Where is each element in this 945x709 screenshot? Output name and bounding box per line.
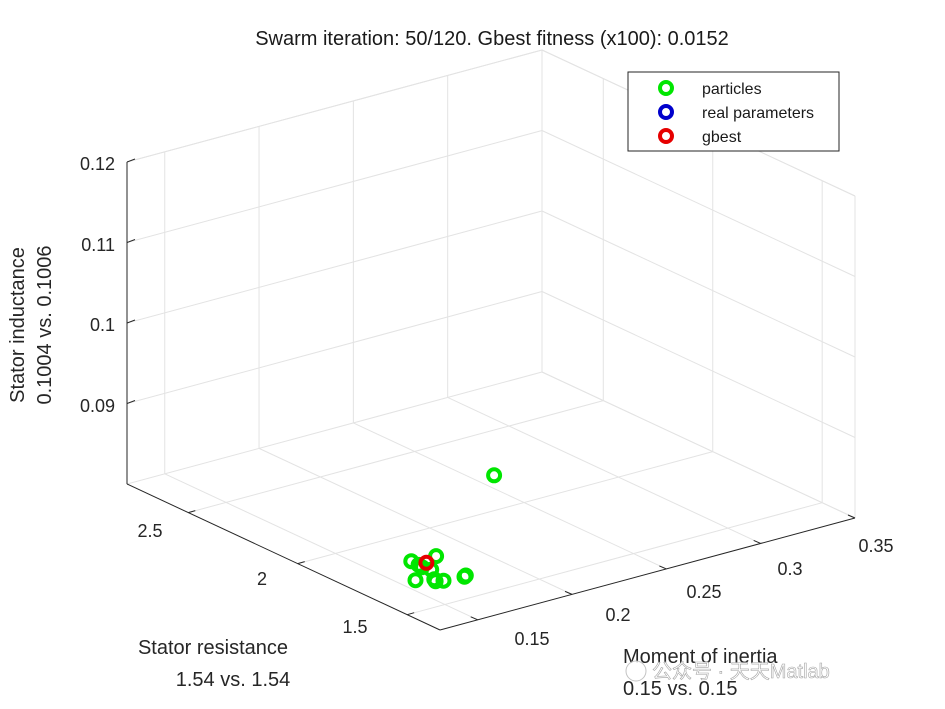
wechat-icon (625, 660, 647, 682)
z-tick-label: 0.09 (80, 396, 115, 416)
z-tick-label: 0.1 (90, 315, 115, 335)
z-tick-labels: 0.09 0.1 0.11 0.12 (80, 154, 115, 416)
y-tick-label: 2.5 (137, 521, 162, 541)
x-tick-label: 0.3 (777, 559, 802, 579)
legend: particles real parameters gbest (627, 71, 840, 152)
grid-y-floor-line (297, 451, 713, 565)
grid-x-floor-line (258, 447, 573, 595)
y-tick-mark (188, 510, 196, 514)
z-axis-label-line1: Stator inductance (7, 247, 29, 403)
x-tick-label: 0.15 (514, 629, 549, 649)
back-grid (126, 49, 856, 621)
particles-marker (427, 573, 444, 590)
x-tick-mark (659, 565, 667, 570)
grid-z-line (126, 130, 543, 243)
x-tick-label: 0.2 (605, 605, 630, 625)
chart-title: Swarm iteration: 50/120. Gbest fitness (… (255, 28, 729, 50)
legend-label-real-parameters: real parameters (702, 105, 814, 122)
grid-x-floor-line (447, 397, 761, 544)
y-axis-label-line2: 1.54 vs. 1.54 (176, 669, 291, 691)
x-tick-mark (753, 539, 761, 544)
gbest-marker (418, 554, 435, 571)
y-tick-mark (297, 561, 305, 565)
x-tick-label: 0.25 (686, 582, 721, 602)
z-tick-mark (126, 158, 136, 163)
legend-marker-particles (658, 80, 674, 96)
particles-marker (435, 572, 452, 589)
z-tick-mark (126, 239, 136, 243)
grid-floor-edge (126, 371, 543, 485)
x-axis-line (439, 517, 856, 631)
grid-z-line (126, 49, 543, 163)
legend-marker-gbest (658, 128, 674, 144)
watermark-text: 公众号 · 天天Matlab (652, 660, 830, 683)
grid-z-line (126, 291, 543, 404)
grid-z-line (541, 130, 856, 277)
x-tick-labels: 0.15 0.2 0.25 0.3 0.35 (514, 536, 893, 649)
y-tick-label: 2 (257, 569, 267, 589)
x-axis-label-line1: Moment of inertia (623, 646, 778, 668)
z-tick-mark (126, 319, 136, 324)
z-tick-label: 0.11 (81, 235, 115, 255)
legend-marker-real-parameters (658, 104, 674, 120)
axes-lines (126, 162, 856, 631)
axis-ticks (126, 158, 856, 621)
y-tick-label: 1.5 (342, 617, 367, 637)
x-axis-label: Moment of inertia 0.15 vs. 0.15 (623, 646, 778, 700)
legend-box (627, 71, 840, 152)
particles-marker (486, 467, 503, 484)
x-tick-mark (564, 590, 573, 595)
y-axis-label-line1: Stator resistance (138, 637, 288, 659)
x-tick-label: 0.35 (858, 536, 893, 556)
z-tick-label: 0.12 (80, 154, 115, 174)
data-markers (403, 467, 503, 590)
grid-z-line (541, 291, 856, 438)
particles-marker (457, 567, 474, 584)
x-tick-mark (470, 616, 478, 621)
grid-y-floor-line (407, 502, 823, 616)
grid-x-floor-line (541, 371, 856, 519)
y-axis-label: Stator resistance 1.54 vs. 1.54 (138, 637, 290, 691)
grid-x-floor-line (353, 422, 667, 570)
grid-x-floor-line (164, 473, 478, 621)
watermark: 公众号 · 天天Matlab (625, 660, 830, 683)
grid-y-floor-line (188, 400, 604, 514)
legend-label-gbest: gbest (702, 129, 742, 146)
z-axis-label: Stator inductance 0.1004 vs. 0.1006 (7, 245, 56, 404)
grid-z-line (126, 210, 543, 324)
x-axis-label-line2: 0.15 vs. 0.15 (623, 678, 738, 700)
grid-z-line (541, 210, 856, 358)
y-tick-labels: 1.5 2 2.5 (137, 521, 367, 637)
x-tick-mark (847, 514, 856, 519)
particles-marker (407, 572, 424, 589)
z-tick-mark (126, 400, 136, 404)
y-tick-mark (407, 612, 415, 616)
z-axis-label-line2: 0.1004 vs. 0.1006 (34, 245, 56, 404)
y-axis-line (126, 483, 441, 631)
legend-label-particles: particles (702, 81, 762, 98)
